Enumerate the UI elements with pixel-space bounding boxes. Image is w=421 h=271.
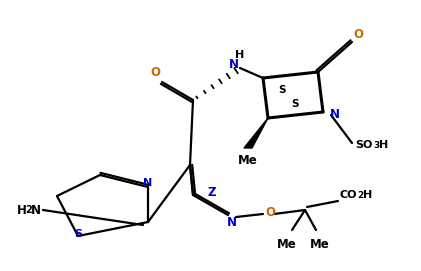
Text: N: N xyxy=(229,59,239,72)
Text: Me: Me xyxy=(238,153,258,166)
Text: O: O xyxy=(353,27,363,40)
Text: H: H xyxy=(235,50,245,60)
Text: S: S xyxy=(74,229,82,239)
Text: H: H xyxy=(17,204,27,217)
Text: O: O xyxy=(265,207,275,220)
Text: CO: CO xyxy=(340,190,357,200)
Polygon shape xyxy=(244,118,268,148)
Text: S: S xyxy=(291,99,299,109)
Text: 3: 3 xyxy=(373,141,379,150)
Text: O: O xyxy=(150,66,160,79)
Text: Me: Me xyxy=(310,237,330,250)
Text: Z: Z xyxy=(208,186,216,198)
Text: H: H xyxy=(379,140,388,150)
Text: 2: 2 xyxy=(357,192,363,201)
Text: N: N xyxy=(330,108,340,121)
Text: Me: Me xyxy=(277,237,297,250)
Text: N: N xyxy=(31,204,41,217)
Text: 2: 2 xyxy=(26,205,32,215)
Text: N: N xyxy=(227,217,237,230)
Text: N: N xyxy=(144,178,153,188)
Text: S: S xyxy=(278,85,286,95)
Text: SO: SO xyxy=(355,140,373,150)
Text: H: H xyxy=(363,190,372,200)
